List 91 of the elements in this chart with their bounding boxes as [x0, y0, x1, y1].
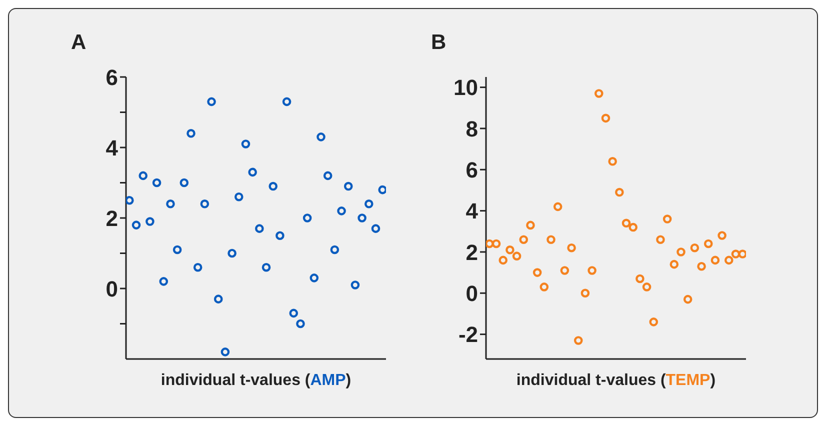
point	[302, 214, 312, 222]
point	[166, 200, 175, 208]
point	[580, 288, 590, 298]
point	[186, 129, 196, 138]
point	[207, 97, 216, 106]
y-tick-label: 6	[466, 157, 478, 182]
point	[234, 192, 244, 202]
point	[498, 256, 508, 265]
point	[546, 235, 556, 244]
point	[683, 294, 692, 304]
point	[690, 243, 700, 252]
point	[220, 348, 230, 356]
point	[132, 220, 141, 230]
point	[628, 222, 638, 232]
y-tick-label: 2	[466, 240, 478, 265]
y-tick-label: 8	[466, 116, 478, 142]
point	[710, 256, 720, 265]
y-tick-label: 4	[466, 198, 479, 224]
point	[724, 256, 734, 265]
point	[553, 202, 562, 212]
point	[670, 260, 679, 269]
point	[492, 239, 501, 248]
point	[255, 224, 264, 233]
point	[323, 171, 332, 180]
point	[532, 268, 542, 277]
point	[512, 252, 522, 260]
point	[248, 168, 257, 177]
chart-title: B	[431, 31, 448, 56]
point	[310, 274, 319, 282]
y-tick-label: 0	[466, 280, 478, 306]
point	[615, 188, 624, 197]
point	[704, 239, 713, 248]
point	[371, 224, 380, 233]
y-tick-label: -2	[458, 322, 478, 348]
point	[214, 294, 223, 304]
y-tick-label: 4	[106, 135, 119, 160]
point	[241, 140, 250, 148]
point	[180, 178, 189, 188]
point	[526, 220, 535, 230]
point	[364, 200, 374, 208]
point	[656, 235, 665, 244]
point	[330, 245, 340, 254]
point	[697, 262, 706, 271]
point	[506, 246, 514, 254]
y-tick-label: 6	[106, 64, 118, 90]
point	[138, 171, 148, 180]
point	[574, 336, 583, 345]
chart-title: A	[71, 31, 86, 54]
point	[601, 114, 610, 123]
point	[228, 248, 236, 258]
point	[378, 185, 386, 194]
point	[344, 182, 353, 191]
x-axis-title: individual t-values (TEMP)	[516, 372, 716, 389]
point	[289, 308, 298, 318]
point	[519, 235, 528, 244]
point	[608, 156, 617, 166]
point	[296, 319, 305, 328]
point	[636, 274, 644, 284]
point	[159, 277, 168, 286]
point	[560, 266, 570, 275]
point	[268, 182, 278, 191]
point	[622, 218, 631, 228]
point	[486, 239, 494, 248]
point	[276, 231, 284, 240]
point	[662, 214, 672, 224]
point	[282, 97, 292, 106]
point	[540, 282, 549, 292]
point	[567, 243, 576, 252]
point	[152, 178, 162, 188]
point	[172, 245, 182, 254]
point	[350, 280, 360, 290]
point	[193, 262, 202, 272]
point	[146, 217, 154, 226]
y-tick-label: 0	[106, 276, 118, 302]
point	[676, 248, 686, 256]
point	[337, 206, 346, 216]
point	[594, 89, 604, 98]
point	[262, 262, 271, 272]
point	[126, 196, 134, 205]
point	[738, 250, 746, 258]
point	[588, 266, 596, 275]
point	[200, 200, 210, 208]
point	[642, 282, 652, 292]
y-tick-label: 10	[454, 75, 478, 100]
point	[718, 231, 726, 240]
point	[316, 132, 326, 142]
y-tick-label: 2	[106, 206, 118, 231]
point	[731, 250, 740, 258]
point	[649, 318, 658, 326]
point	[358, 214, 366, 222]
x-axis-title: individual t-values (AMP)	[160, 372, 352, 389]
